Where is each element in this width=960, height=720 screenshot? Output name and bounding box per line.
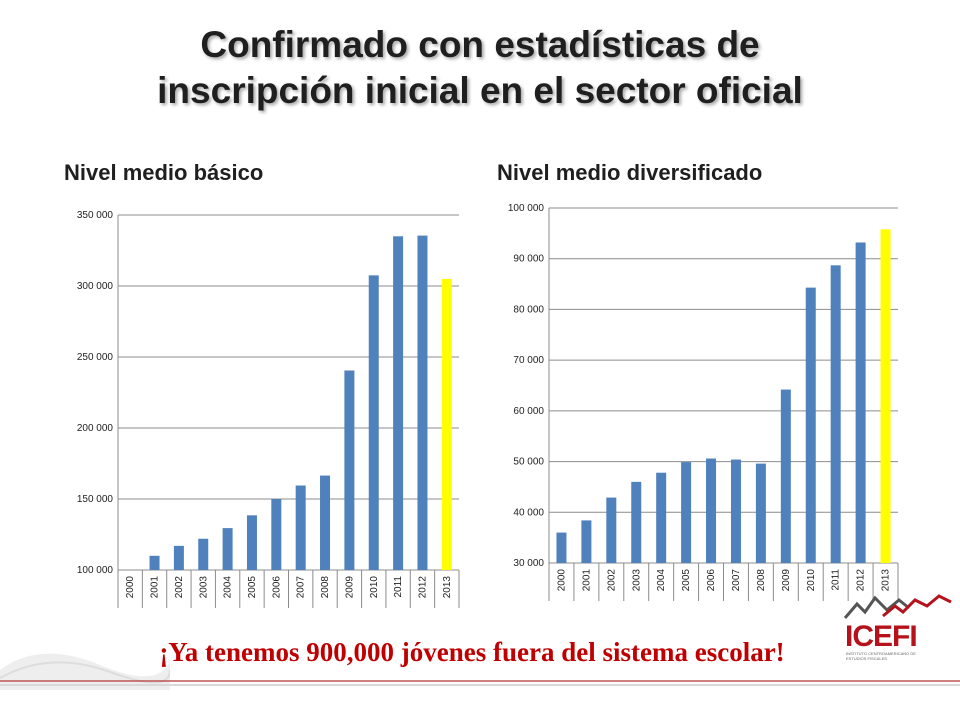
diversificado-ytick-label: 60 000 [513, 406, 544, 417]
diversificado-bar-2007 [730, 459, 741, 563]
diversificado-bar-2003 [631, 481, 642, 563]
basico-bar-2009 [344, 370, 355, 570]
diversificado-bar-2011 [830, 265, 841, 563]
basico-ytick-label: 200 000 [77, 423, 114, 434]
basico-bar-2007 [295, 485, 306, 570]
diversificado-bar-2000 [556, 532, 567, 563]
diversificado-xtick-label: 2012 [856, 569, 867, 592]
basico-bar-2001 [149, 555, 160, 570]
diversificado-xtick-label: 2004 [656, 569, 667, 592]
footer-text: ¡Ya tenemos 900,000 jóvenes fuera del si… [159, 637, 785, 667]
basico-bar-2003 [198, 538, 209, 570]
basico-xtick-label: 2012 [417, 576, 428, 599]
basico-ytick-label: 250 000 [77, 352, 114, 363]
logo-name: ICEFI [845, 620, 918, 653]
diversificado-ytick-label: 80 000 [513, 304, 544, 315]
basico-bar-2008 [320, 475, 331, 570]
diversificado-bar-2008 [755, 463, 766, 563]
diversificado-bar-2006 [706, 458, 717, 563]
basico-xtick-label: 2007 [296, 576, 307, 599]
chart-title-basico: Nivel medio básico [64, 160, 264, 185]
diversificado-xtick-label: 2011 [831, 569, 842, 591]
basico-xtick-label: 2009 [344, 576, 355, 599]
diversificado-bar-2010 [805, 287, 816, 563]
logo-graph-icon [843, 594, 952, 619]
diversificado-ytick-label: 70 000 [513, 355, 544, 366]
basico-xtick-label: 2006 [271, 576, 282, 599]
basico-xtick-label: 2008 [320, 576, 331, 599]
diversificado-xtick-label: 2001 [581, 569, 592, 592]
chart-title-diversificado: Nivel medio diversificado [497, 160, 763, 185]
basico-xtick-label: 2011 [393, 576, 404, 598]
diversificado-bar-2009 [780, 389, 791, 563]
diversificado-xtick-label: 2002 [606, 569, 617, 592]
diversificado-bar-2002 [606, 497, 617, 563]
diversificado-bar-2013 [880, 229, 891, 564]
basico-bar-2002 [173, 545, 184, 570]
title-line-1: Confirmado con estadísticas de [200, 24, 760, 65]
basico-bar-2010 [368, 275, 379, 570]
basico-bar-2011 [393, 236, 404, 571]
basico-xtick-label: 2001 [150, 576, 161, 599]
divider-strip [0, 684, 960, 686]
basico-bar-2012 [417, 235, 428, 570]
chart-basico: 100 000 150 000 200 000 250 000 300 000 350 0… [77, 210, 460, 608]
diversificado-xtick-label: 2010 [806, 569, 817, 592]
diversificado-ytick-label: 100 000 [508, 203, 545, 214]
basico-bar-2005 [246, 515, 257, 570]
basico-bar-2004 [222, 528, 233, 570]
basico-bar-2013 [441, 278, 452, 570]
chart-diversificado: 30 000 40 000 50 000 60 000 70 000 80 000 90 0… [508, 203, 899, 601]
icefi-logo: ICEFI INSTITUTO CENTROAMERICANO DE ESTUD… [843, 592, 958, 672]
diversificado-xtick-label: 2000 [556, 569, 567, 592]
basico-xtick-label: 2010 [369, 576, 380, 599]
basico-xtick-label: 2000 [125, 576, 136, 599]
diversificado-xtick-label: 2013 [881, 569, 892, 592]
diversificado-xtick-label: 2007 [731, 569, 742, 592]
basico-bar-2006 [271, 499, 282, 570]
basico-xtick-label: 2013 [442, 576, 453, 599]
diversificado-ytick-label: 30 000 [513, 558, 544, 569]
diversificado-ytick-label: 90 000 [513, 254, 544, 265]
slide-title: Confirmado con estadísticas de inscripci… [0, 22, 960, 114]
logo-subtitle: INSTITUTO CENTROAMERICANO DE ESTUDIOS FI… [846, 651, 916, 661]
basico-ytick-label: 100 000 [77, 565, 114, 576]
basico-xtick-label: 2004 [223, 576, 234, 599]
basico-ytick-label: 350 000 [77, 210, 114, 221]
basico-xtick-label: 2002 [174, 576, 185, 599]
title-line-2: inscripción inicial en el sector oficial [157, 70, 803, 111]
diversificado-xtick-label: 2008 [756, 569, 767, 592]
basico-xtick-label: 2005 [247, 576, 258, 599]
footer-message: ¡Ya tenemos 900,000 jóvenes fuera del si… [0, 637, 960, 668]
basico-ytick-label: 300 000 [77, 281, 114, 292]
diversificado-xtick-label: 2005 [681, 569, 692, 592]
diversificado-bar-2005 [681, 462, 692, 563]
basico-ytick-label: 150 000 [77, 494, 114, 505]
diversificado-xtick-label: 2006 [706, 569, 717, 592]
diversificado-ytick-label: 50 000 [513, 457, 544, 468]
diversificado-xtick-label: 2003 [631, 569, 642, 592]
diversificado-bar-2001 [581, 520, 592, 563]
basico-xtick-label: 2003 [198, 576, 209, 599]
diversificado-bar-2004 [656, 472, 667, 563]
diversificado-ytick-label: 40 000 [513, 507, 544, 518]
divider-line [0, 680, 960, 682]
diversificado-xtick-label: 2009 [781, 569, 792, 592]
diversificado-bar-2012 [855, 242, 866, 563]
